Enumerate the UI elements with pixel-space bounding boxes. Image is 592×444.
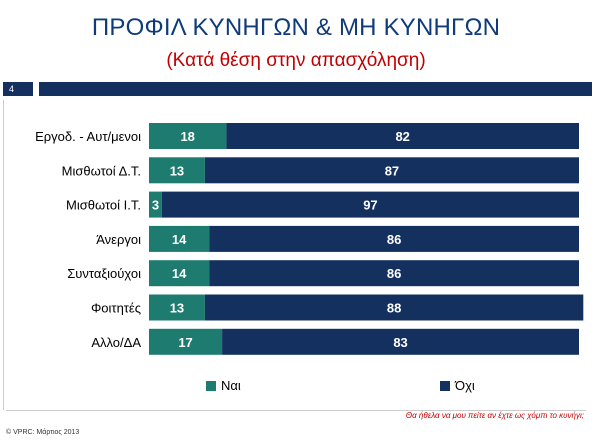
legend-swatch-no <box>440 381 450 391</box>
data-label: 13 <box>170 163 184 178</box>
bar-segment-no <box>209 260 579 287</box>
left-rule <box>3 100 4 410</box>
bar-segment-yes <box>149 260 210 287</box>
bar-segment-no <box>226 123 579 149</box>
bar-segment-yes <box>149 123 227 149</box>
header-bar <box>39 82 592 96</box>
bar-segment-no <box>204 294 584 321</box>
data-label: 13 <box>170 301 184 316</box>
page-number: 4 <box>3 82 33 96</box>
data-label: 17 <box>178 335 192 350</box>
slide-title: ΠΡΟΦΙΛ ΚΥΝΗΓΩΝ & ΜΗ ΚΥΝΗΓΩΝ <box>91 14 501 41</box>
bar-segment-yes <box>149 157 205 184</box>
bar-segment-yes <box>149 328 223 355</box>
copyright-text: © VPRC: Μάρτιος 2013 <box>6 429 80 436</box>
stacked-bar-chart: Εργοδ. - Αυτ/μενοι 18 82 Μισθωτοί Δ.Τ. 13 87 Μ… <box>35 123 584 393</box>
data-label: 14 <box>172 266 187 281</box>
bar-segment-no <box>222 328 579 355</box>
bar-segment-no <box>209 225 579 252</box>
category-label: Μισθωτοί Ι.Τ. <box>66 198 141 213</box>
data-label: 3 <box>152 198 159 213</box>
data-label: 83 <box>393 335 407 350</box>
bar-segment-no <box>204 157 579 184</box>
data-label: 18 <box>180 129 194 144</box>
legend-label-yes: Ναι <box>221 378 241 393</box>
category-label: Άνεργοι <box>96 232 141 247</box>
legend-swatch-yes <box>206 381 216 391</box>
category-label: Αλλο/ΔΑ <box>91 335 141 350</box>
category-label: Εργοδ. - Αυτ/μενοι <box>35 129 141 144</box>
data-label: 88 <box>387 301 401 316</box>
category-label: Συνταξιούχοι <box>67 266 141 281</box>
data-label: 14 <box>172 232 187 247</box>
category-label: Φοιτητές <box>91 301 141 316</box>
data-label: 82 <box>395 129 409 144</box>
bar-segment-yes <box>149 191 162 218</box>
data-label: 86 <box>387 266 401 281</box>
legend-label-no: Όχι <box>454 378 475 393</box>
category-label: Μισθωτοί Δ.Τ. <box>62 163 141 178</box>
bar-segment-yes <box>149 294 205 321</box>
data-label: 86 <box>387 232 401 247</box>
data-label: 97 <box>363 198 377 213</box>
bar-segment-yes <box>149 225 210 252</box>
bar-segment-no <box>161 191 579 218</box>
question-footnote: Θα ήθελα να μου πείτε αν έχτε ως χόμπι τ… <box>405 411 584 420</box>
footer-divider <box>6 410 586 411</box>
data-label: 87 <box>385 163 399 178</box>
slide-subtitle: (Κατά θέση στην απασχόληση) <box>166 50 426 71</box>
